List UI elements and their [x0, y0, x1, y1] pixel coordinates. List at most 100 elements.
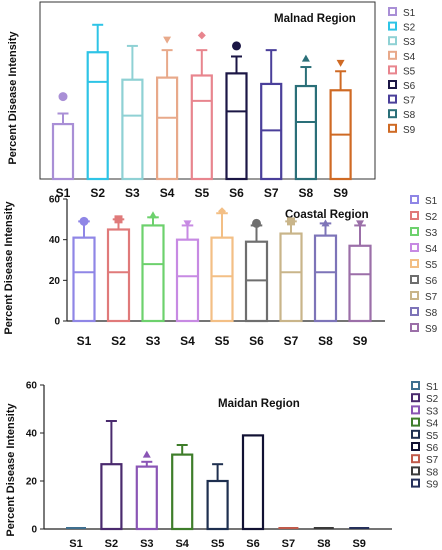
- panel-maidan-title: Maidan Region: [218, 398, 300, 410]
- legend-swatch: [410, 291, 419, 300]
- box-s6: [225, 41, 248, 181]
- panel-coastal: Percent Disease Intensity Coastal Region…: [3, 195, 438, 349]
- outlier-marker: [321, 219, 330, 227]
- box-body: [121, 78, 144, 181]
- legend-label: S2: [426, 394, 439, 405]
- legend-label: S5: [425, 260, 438, 271]
- legend-swatch: [411, 466, 420, 476]
- box-s9: [348, 220, 372, 323]
- legend-swatch: [411, 429, 420, 439]
- panel-coastal-title: Coastal Region: [285, 209, 369, 221]
- box-s7: [279, 217, 303, 323]
- x-tick-label: S9: [353, 334, 368, 348]
- box-body: [135, 465, 158, 531]
- outlier-marker: [218, 207, 226, 216]
- outlier-marker: [336, 59, 345, 67]
- box-body: [106, 228, 131, 323]
- legend-swatch: [388, 80, 397, 89]
- legend-swatch: [411, 417, 420, 427]
- legend-label: S5: [426, 431, 439, 442]
- panel-maidan-plot: [43, 385, 392, 531]
- box-body: [206, 479, 229, 531]
- x-tick-label: S6: [246, 538, 259, 550]
- x-tick-label: S2: [90, 186, 105, 200]
- panel-maidan-x-ticks: S1 S2 S3 S4 S5 S6 S7 S8 S9: [69, 538, 366, 550]
- box-body: [210, 236, 234, 323]
- legend-swatch: [388, 65, 397, 75]
- box-body: [241, 434, 265, 531]
- legend-label: S7: [403, 96, 416, 107]
- x-tick-label: S1: [56, 186, 71, 200]
- outlier-marker: [58, 92, 68, 102]
- x-tick-label: S3: [146, 334, 161, 348]
- legend-swatch: [388, 123, 397, 133]
- box-body: [141, 224, 165, 323]
- box-body: [51, 122, 75, 181]
- legend-label: S3: [403, 37, 416, 48]
- box-body: [294, 84, 317, 181]
- legend-swatch: [388, 36, 397, 46]
- x-tick-label: S8: [299, 186, 314, 200]
- box-s3: [135, 450, 158, 531]
- box-body: [260, 82, 283, 181]
- x-tick-label: S9: [333, 186, 348, 200]
- legend-label: S1: [425, 196, 438, 207]
- box-s4: [156, 36, 179, 181]
- outlier-marker: [301, 54, 310, 62]
- y-tick-label: 60: [26, 381, 38, 392]
- legend-swatch: [411, 478, 420, 488]
- legend-label: S2: [425, 212, 438, 223]
- outlier-marker: [232, 41, 241, 51]
- legend-label: S9: [426, 480, 439, 491]
- legend-swatch: [411, 442, 420, 451]
- box-s2: [106, 215, 131, 323]
- box-s5: [206, 463, 229, 531]
- legend-label: S3: [425, 228, 438, 239]
- legend-label: S1: [403, 8, 416, 19]
- legend-swatch: [410, 227, 419, 236]
- panel-maidan-y-axis-label: Percent Disease Intensity: [5, 402, 17, 536]
- panel-malnad-legend: S1 S2 S3 S4 S5 S6 S7 S8 S9: [388, 7, 416, 136]
- outlier-marker: [79, 216, 89, 226]
- box-s8: [313, 219, 338, 323]
- x-tick-label: S5: [211, 538, 224, 550]
- legend-swatch: [388, 94, 397, 104]
- x-tick-label: S5: [194, 186, 209, 200]
- y-tick-label: 40: [26, 429, 38, 440]
- legend-swatch: [410, 307, 419, 316]
- legend-swatch: [388, 50, 397, 60]
- x-tick-label: S2: [111, 334, 126, 348]
- legend-swatch: [388, 109, 397, 119]
- outlier-marker: [163, 36, 172, 44]
- outlier-marker: [197, 31, 206, 40]
- legend-label: S8: [425, 308, 438, 319]
- x-tick-label: S9: [352, 538, 365, 550]
- outlier-marker: [149, 211, 157, 219]
- y-tick-label: 0: [31, 525, 37, 536]
- y-tick-label: 60: [49, 195, 61, 206]
- panel-malnad-title: Malnad Region: [274, 13, 356, 25]
- legend-label: S6: [403, 81, 416, 92]
- panel-coastal-x-ticks: S1 S2 S3 S4 S5 S6 S7 S8 S9: [77, 334, 368, 348]
- legend-swatch: [411, 381, 420, 390]
- box-body: [100, 463, 123, 531]
- box-s1: [51, 92, 75, 181]
- box-body: [279, 232, 303, 323]
- box-body: [72, 236, 96, 323]
- legend-swatch: [410, 259, 419, 268]
- box-s5: [210, 207, 234, 323]
- legend-label: S6: [426, 443, 439, 454]
- box-body: [156, 76, 179, 181]
- panel-malnad-frame: [39, 1, 376, 180]
- box-s4: [171, 444, 194, 531]
- box-body: [190, 74, 213, 181]
- box-s2: [100, 420, 123, 531]
- box-body: [86, 51, 109, 181]
- panel-coastal-legend: S1 S2 S3 S4 S5 S6 S7 S8 S9: [410, 195, 438, 335]
- legend-label: S4: [403, 52, 416, 63]
- legend-label: S3: [426, 406, 439, 417]
- legend-swatch: [411, 454, 420, 464]
- y-tick-label: 40: [49, 235, 61, 246]
